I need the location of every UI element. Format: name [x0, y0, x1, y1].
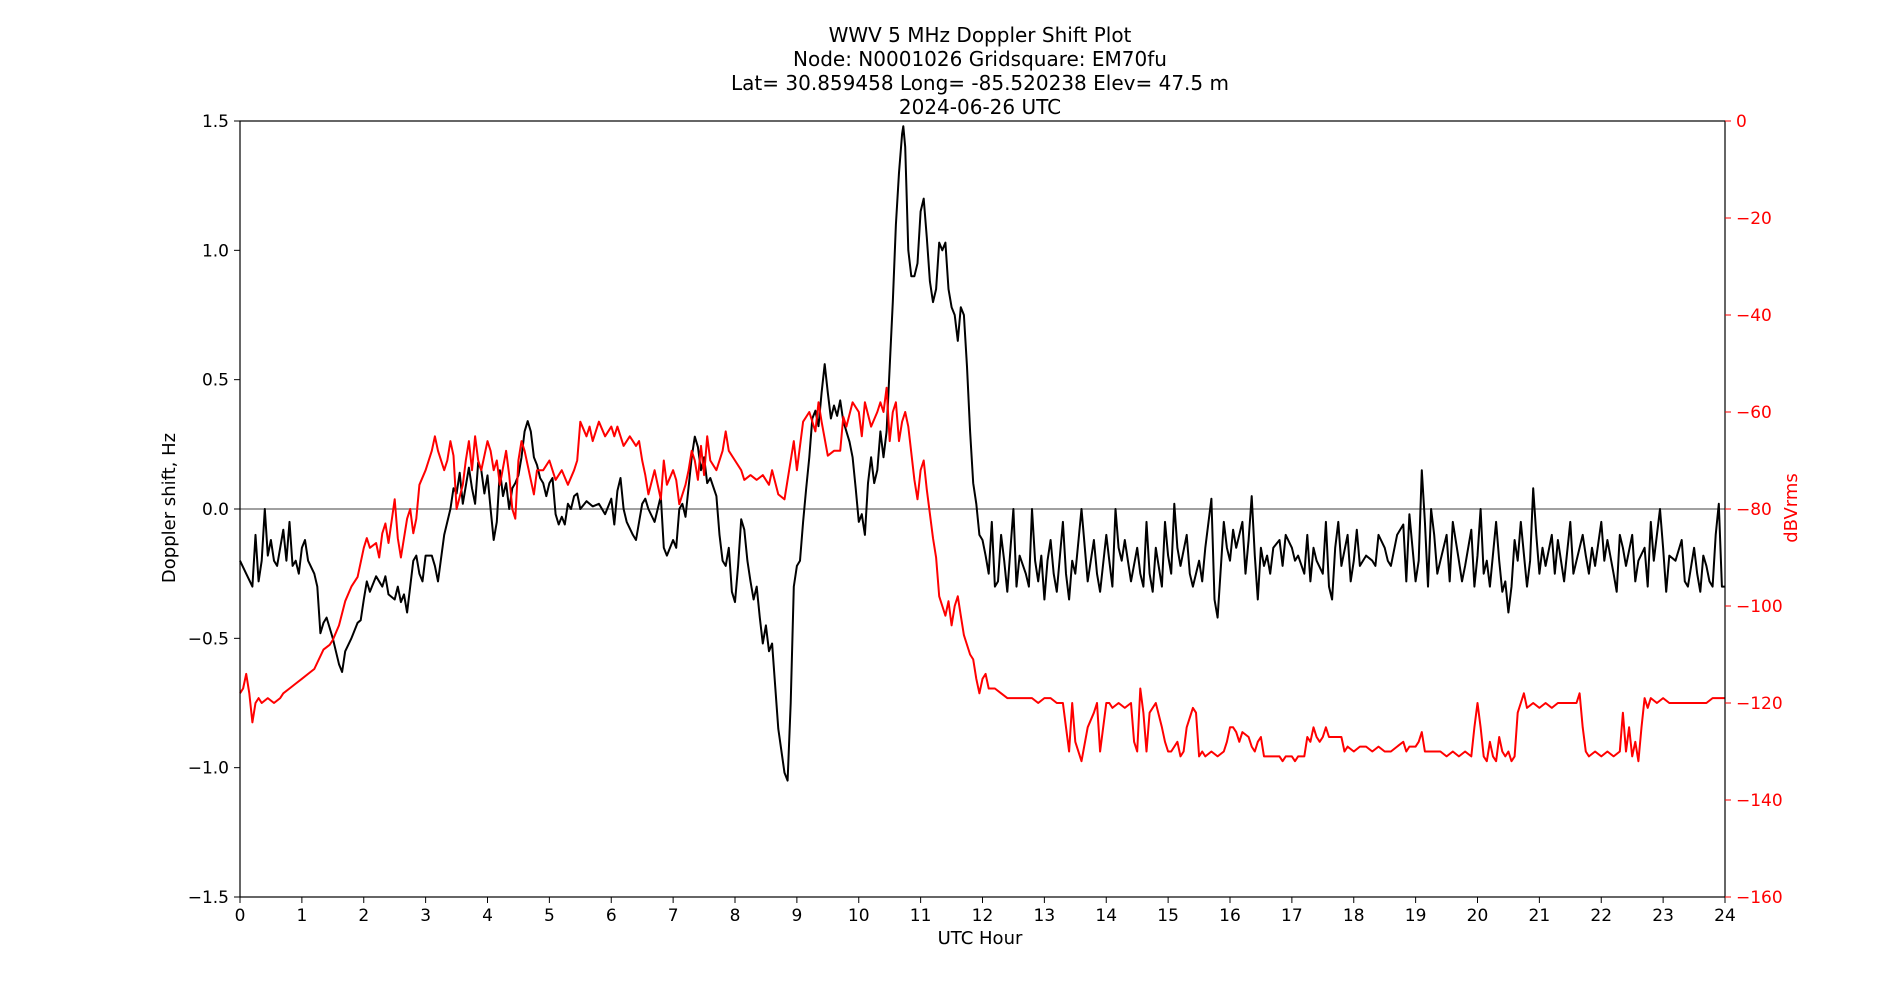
y2-tick-label: 0	[1736, 112, 1747, 132]
y2-tick-label: −160	[1736, 888, 1783, 908]
y-tick-label: 1.0	[202, 241, 229, 261]
title-line-1: WWV 5 MHz Doppler Shift Plot	[829, 23, 1132, 47]
x-tick-label: 16	[1219, 906, 1241, 926]
x-tick-label: 6	[606, 906, 617, 926]
x-tick-label: 5	[544, 906, 555, 926]
y-axis-ticks: 1.5 1.0 0.5 0.0 −0.5 −1.0 −1.5	[188, 112, 240, 908]
x-tick-label: 11	[910, 906, 932, 926]
y2-axis-ticks: 0 −20 −40 −60 −80 −100 −120 −140 −160	[1725, 112, 1783, 908]
x-tick-label: 8	[730, 906, 741, 926]
y2-tick-label: −40	[1736, 306, 1772, 326]
y-tick-label: −1.5	[188, 888, 229, 908]
y2-axis-label: dBVrms	[1781, 473, 1802, 543]
x-tick-label: 7	[668, 906, 679, 926]
y-tick-label: 0.0	[202, 500, 229, 520]
x-tick-label: 10	[848, 906, 870, 926]
y-axis-label: Doppler shift, Hz	[159, 433, 180, 583]
title-line-2: Node: N0001026 Gridsquare: EM70fu	[793, 47, 1167, 71]
x-tick-label: 15	[1157, 906, 1179, 926]
y2-tick-label: −120	[1736, 694, 1783, 714]
y2-tick-label: −20	[1736, 209, 1772, 229]
x-tick-label: 19	[1405, 906, 1427, 926]
y-tick-label: −1.0	[188, 759, 229, 779]
x-tick-label: 17	[1281, 906, 1303, 926]
x-tick-label: 4	[482, 906, 493, 926]
x-tick-label: 18	[1343, 906, 1365, 926]
power-series-line	[239, 386, 1725, 763]
x-tick-label: 14	[1095, 906, 1117, 926]
x-tick-label: 3	[420, 906, 431, 926]
chart-title: WWV 5 MHz Doppler Shift Plot Node: N0001…	[731, 23, 1229, 119]
y-tick-label: 0.5	[202, 371, 229, 391]
x-tick-label: 12	[972, 906, 994, 926]
y2-tick-label: −60	[1736, 403, 1772, 423]
title-line-4: 2024-06-26 UTC	[899, 95, 1061, 119]
y2-tick-label: −80	[1736, 500, 1772, 520]
x-tick-label: 1	[296, 906, 307, 926]
x-tick-label: 24	[1714, 906, 1736, 926]
x-tick-label: 20	[1467, 906, 1489, 926]
y2-tick-label: −140	[1736, 791, 1783, 811]
x-tick-label: 13	[1034, 906, 1056, 926]
y-tick-label: −0.5	[188, 629, 229, 649]
y-tick-label: 1.5	[202, 112, 229, 132]
x-tick-label: 2	[358, 906, 369, 926]
x-tick-label: 22	[1590, 906, 1612, 926]
title-line-3: Lat= 30.859458 Long= -85.520238 Elev= 47…	[731, 71, 1229, 95]
x-tick-label: 21	[1529, 906, 1551, 926]
y2-tick-label: −100	[1736, 597, 1783, 617]
x-tick-label: 0	[235, 906, 246, 926]
x-axis-ticks: 0 1 2 3 4 5 6 7 8 9 10 11 12 13 14 15 16 17 18 19 20 21 22 23 24	[235, 897, 1736, 926]
x-tick-label: 9	[791, 906, 802, 926]
x-tick-label: 23	[1652, 906, 1674, 926]
x-axis-label: UTC Hour	[938, 928, 1023, 949]
